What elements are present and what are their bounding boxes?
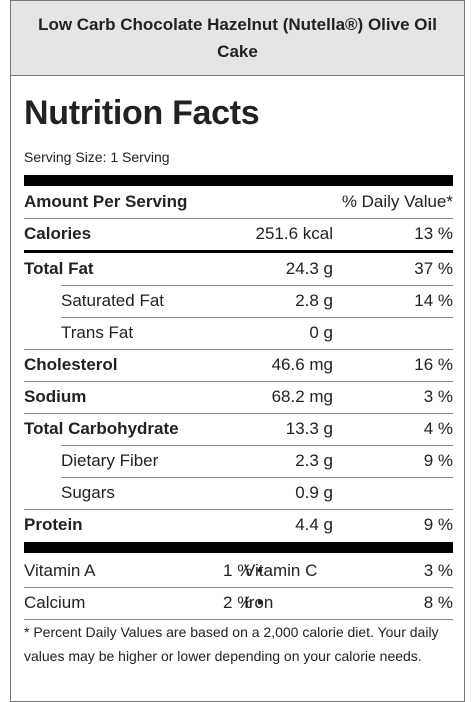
nutrient-dv: 37 % <box>414 259 453 278</box>
divider <box>61 317 453 318</box>
divider <box>61 285 453 286</box>
vitamin-right-value: 8 % <box>423 593 453 612</box>
calories-dv: 13 % <box>414 224 453 243</box>
vitamin-left-value-text: 1 % <box>223 561 253 580</box>
divider <box>24 413 453 414</box>
nutrient-dv: 4 % <box>423 419 453 438</box>
nutrient-row: Dietary Fiber 2.3 g 9 % <box>24 445 453 477</box>
nutrient-amount: 13.3 g <box>285 419 333 438</box>
recipe-title: Low Carb Chocolate Hazelnut (Nutella®) O… <box>38 15 437 61</box>
nutrient-amount: 46.6 mg <box>271 355 333 374</box>
nutrient-label: Trans Fat <box>61 323 134 342</box>
nutrient-row: Saturated Fat 2.8 g 14 % <box>24 285 453 317</box>
bullet-separator: • <box>257 593 263 612</box>
nutrient-dv: 3 % <box>423 387 453 406</box>
calories-label: Calories <box>24 224 92 243</box>
nutrient-label: Total Fat <box>24 259 94 278</box>
nutrient-label: Saturated Fat <box>61 291 165 310</box>
divider <box>24 619 453 620</box>
vitamin-right-label: Iron <box>244 593 274 612</box>
vitamin-row: Vitamin A 1 % • Vitamin C 3 % <box>24 555 453 587</box>
nutrient-amount: 24.3 g <box>285 259 333 278</box>
nutrient-dv: 9 % <box>423 515 453 534</box>
divider <box>24 218 453 219</box>
nutrient-row: Trans Fat 0 g <box>24 317 453 349</box>
thick-divider <box>24 175 453 186</box>
vitamin-left-label: Calcium <box>24 593 86 612</box>
thick-divider <box>24 542 453 553</box>
vitamin-right-value: 3 % <box>423 561 453 580</box>
daily-value-footnote: * Percent Daily Values are based on a 2,… <box>24 624 439 664</box>
calories-row: Calories 251.6 kcal 13 % <box>24 218 453 250</box>
vitamin-left-value-text: 2 % <box>223 593 253 612</box>
nutrient-amount: 4.4 g <box>295 515 333 534</box>
amount-per-serving-row: Amount Per Serving % Daily Value* <box>24 186 453 218</box>
nutrient-label: Total Carbohydrate <box>24 419 179 438</box>
daily-value-header: % Daily Value* <box>341 192 453 211</box>
calories-amount: 251.6 kcal <box>255 224 334 243</box>
vitamin-left-value: 2 % • <box>223 587 263 619</box>
divider <box>61 477 453 478</box>
bullet-separator: • <box>257 561 263 580</box>
divider <box>24 587 453 588</box>
vitamin-row: Calcium 2 % • Iron 8 % <box>24 587 453 619</box>
amount-per-serving-label: Amount Per Serving <box>24 192 188 211</box>
nutrient-dv: 9 % <box>423 451 453 470</box>
nutrient-label: Protein <box>24 515 83 534</box>
nutrient-row: Total Fat 24.3 g 37 % <box>24 253 453 285</box>
divider <box>61 445 453 446</box>
vitamin-left-value: 1 % • <box>223 555 263 587</box>
nutrient-row: Sugars 0.9 g <box>24 477 453 509</box>
nutrition-label: Low Carb Chocolate Hazelnut (Nutella®) O… <box>10 0 465 702</box>
nutrient-row: Protein 4.4 g 9 % <box>24 509 453 541</box>
divider <box>24 509 453 510</box>
nutrient-amount: 2.3 g <box>295 451 333 470</box>
nutrient-amount: 0.9 g <box>295 483 333 502</box>
vitamin-right-label: Vitamin C <box>244 561 318 580</box>
nutrition-facts-heading: Nutrition Facts <box>24 94 260 132</box>
nutrient-label: Dietary Fiber <box>61 451 159 470</box>
nutrient-amount: 68.2 mg <box>271 387 333 406</box>
nutrient-label: Cholesterol <box>24 355 118 374</box>
nutrient-label: Sugars <box>61 483 115 502</box>
divider <box>24 381 453 382</box>
nutrient-dv: 16 % <box>414 355 453 374</box>
nutrient-amount: 2.8 g <box>295 291 333 310</box>
nutrient-row: Total Carbohydrate 13.3 g 4 % <box>24 413 453 445</box>
nutrient-dv: 14 % <box>414 291 453 310</box>
nutrient-label: Sodium <box>24 387 87 406</box>
thick-rule <box>24 250 453 253</box>
nutrient-row: Sodium 68.2 mg 3 % <box>24 381 453 413</box>
recipe-title-box: Low Carb Chocolate Hazelnut (Nutella®) O… <box>10 0 465 76</box>
vitamin-left-label: Vitamin A <box>24 561 96 580</box>
serving-size: Serving Size: 1 Serving <box>24 149 170 165</box>
divider <box>24 349 453 350</box>
nutrient-row: Cholesterol 46.6 mg 16 % <box>24 349 453 381</box>
nutrient-amount: 0 g <box>309 323 333 342</box>
